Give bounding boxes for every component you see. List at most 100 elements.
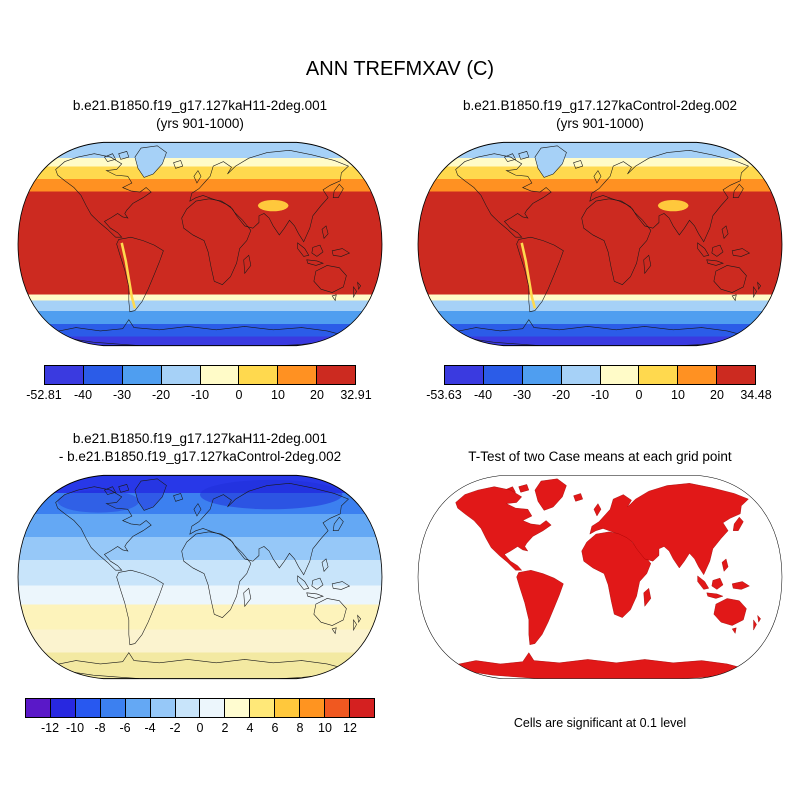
colorbar-box bbox=[238, 366, 278, 384]
colorbar-boxes bbox=[25, 698, 375, 718]
panel-difference: b.e21.B1850.f19_g17.127kaH11-2deg.001 - … bbox=[10, 430, 390, 737]
colorbar-box bbox=[174, 699, 200, 717]
map-fill-layer bbox=[418, 142, 782, 346]
colorbar-label: 0 bbox=[635, 388, 643, 402]
title-spacer bbox=[410, 430, 790, 448]
colorbar-label: -30 bbox=[512, 388, 532, 402]
panel-ttest: T-Test of two Case means at each grid po… bbox=[410, 430, 790, 737]
colorbar-box bbox=[299, 699, 325, 717]
colorbar-labels: -52.81 -40 -30 -20 -10 0 10 20 32.91 bbox=[26, 388, 371, 404]
colorbar-box bbox=[26, 699, 50, 717]
colorbar-label: -8 bbox=[94, 721, 106, 735]
colorbar-label: 0 bbox=[235, 388, 243, 402]
panel-case2-title: b.e21.B1850.f19_g17.127kaControl-2deg.00… bbox=[463, 98, 737, 113]
world-map-ttest bbox=[417, 474, 783, 680]
colorbar-labels: -12 -10 -8 -6 -4 -2 0 2 4 6 8 10 12 bbox=[25, 721, 375, 737]
colorbar-box bbox=[149, 699, 175, 717]
colorbar-box bbox=[521, 366, 561, 384]
andes-patch bbox=[520, 242, 537, 309]
colorbar-label: -10 bbox=[590, 388, 610, 402]
colorbar-label: -30 bbox=[112, 388, 132, 402]
colorbar-boxes bbox=[44, 365, 356, 385]
colorbar-box bbox=[49, 699, 75, 717]
colorbar-label: 8 bbox=[296, 721, 304, 735]
colorbar-box bbox=[638, 366, 678, 384]
andes-patch bbox=[120, 242, 137, 309]
figure-title: ANN TREFMXAV (C) bbox=[305, 58, 495, 80]
colorbar-box bbox=[82, 366, 122, 384]
panel-difference-title-line1: b.e21.B1850.f19_g17.127kaH11-2deg.001 bbox=[72, 431, 328, 446]
colorbar-box bbox=[277, 366, 317, 384]
colorbar-box bbox=[716, 366, 755, 384]
panel-case1-title: b.e21.B1850.f19_g17.127kaH11-2deg.001 bbox=[72, 98, 328, 113]
world-map-case2 bbox=[417, 141, 783, 347]
colorbar-boxes bbox=[444, 365, 756, 385]
colorbar-label: -4 bbox=[144, 721, 156, 735]
colorbar-box bbox=[160, 366, 200, 384]
colorbar-label: -20 bbox=[151, 388, 171, 402]
colorbar-box bbox=[324, 699, 349, 717]
colorbar-label: 2 bbox=[221, 721, 229, 735]
significance-note: Cells are significant at 0.1 level bbox=[513, 716, 687, 730]
panel-case1-subtitle: (yrs 901-1000) bbox=[156, 116, 244, 131]
panel-case2-subtitle: (yrs 901-1000) bbox=[556, 116, 644, 131]
colorbar-label: 20 bbox=[310, 388, 324, 402]
colorbar-box bbox=[45, 366, 83, 384]
colorbar-label: 12 bbox=[343, 721, 357, 735]
colorbar-box bbox=[560, 366, 600, 384]
colorbar-box bbox=[316, 366, 355, 384]
colorbar-box bbox=[599, 366, 639, 384]
colorbar-box bbox=[677, 366, 717, 384]
colorbar-label: 6 bbox=[271, 721, 279, 735]
panel-ttest-title: T-Test of two Case means at each grid po… bbox=[468, 449, 732, 464]
colorbar-label: -53.63 bbox=[426, 388, 462, 402]
colorbar-label: -2 bbox=[169, 721, 181, 735]
tibet-patch bbox=[257, 199, 289, 212]
map-fill-layer bbox=[418, 475, 782, 679]
colorbar-box bbox=[99, 699, 125, 717]
colorbar-box bbox=[249, 699, 275, 717]
colorbar-label: -6 bbox=[119, 721, 131, 735]
colorbar-case1: -52.81 -40 -30 -20 -10 0 10 20 32.91 bbox=[26, 365, 372, 404]
colorbar-label: -52.81 bbox=[26, 388, 62, 402]
world-map-case1 bbox=[17, 141, 383, 347]
arctic-cold-patch bbox=[200, 479, 343, 510]
panel-grid: b.e21.B1850.f19_g17.127kaH11-2deg.001 (y… bbox=[0, 97, 800, 737]
colorbar-label: 10 bbox=[671, 388, 685, 402]
colorbar-box bbox=[274, 699, 300, 717]
colorbar-box bbox=[482, 366, 522, 384]
world-map-difference bbox=[17, 474, 383, 680]
panel-case1: b.e21.B1850.f19_g17.127kaH11-2deg.001 (y… bbox=[10, 97, 390, 404]
colorbar-label: 4 bbox=[246, 721, 254, 735]
colorbar-box bbox=[199, 366, 239, 384]
colorbar-box bbox=[124, 699, 150, 717]
panel-difference-title-line2: - b.e21.B1850.f19_g17.127kaControl-2deg.… bbox=[58, 449, 342, 464]
colorbar-box bbox=[121, 366, 161, 384]
colorbar-label: -20 bbox=[551, 388, 571, 402]
map-fill-layer bbox=[18, 142, 382, 346]
colorbar-label: -10 bbox=[190, 388, 210, 402]
colorbar-label: 10 bbox=[318, 721, 332, 735]
colorbar-box bbox=[348, 699, 374, 717]
colorbar-label: 32.91 bbox=[340, 388, 372, 402]
colorbar-difference: -12 -10 -8 -6 -4 -2 0 2 4 6 8 10 12 bbox=[25, 698, 375, 737]
colorbar-label: 20 bbox=[710, 388, 724, 402]
arctic-cold-patch bbox=[57, 490, 139, 513]
colorbar-label: -40 bbox=[73, 388, 93, 402]
tibet-patch bbox=[657, 199, 689, 212]
colorbar-box bbox=[445, 366, 483, 384]
colorbar-label: 0 bbox=[196, 721, 204, 735]
colorbar-label: 34.48 bbox=[740, 388, 772, 402]
colorbar-box bbox=[224, 699, 250, 717]
colorbar-labels: -53.63 -40 -30 -20 -10 0 10 20 34.48 bbox=[426, 388, 771, 404]
colorbar-label: -12 bbox=[40, 721, 60, 735]
colorbar-case2: -53.63 -40 -30 -20 -10 0 10 20 34.48 bbox=[426, 365, 772, 404]
colorbar-label: 10 bbox=[271, 388, 285, 402]
colorbar-box bbox=[74, 699, 100, 717]
colorbar-box bbox=[199, 699, 225, 717]
colorbar-label: -40 bbox=[473, 388, 493, 402]
map-fill-layer bbox=[18, 475, 382, 679]
colorbar-label: -10 bbox=[65, 721, 85, 735]
panel-case2: b.e21.B1850.f19_g17.127kaControl-2deg.00… bbox=[410, 97, 790, 404]
